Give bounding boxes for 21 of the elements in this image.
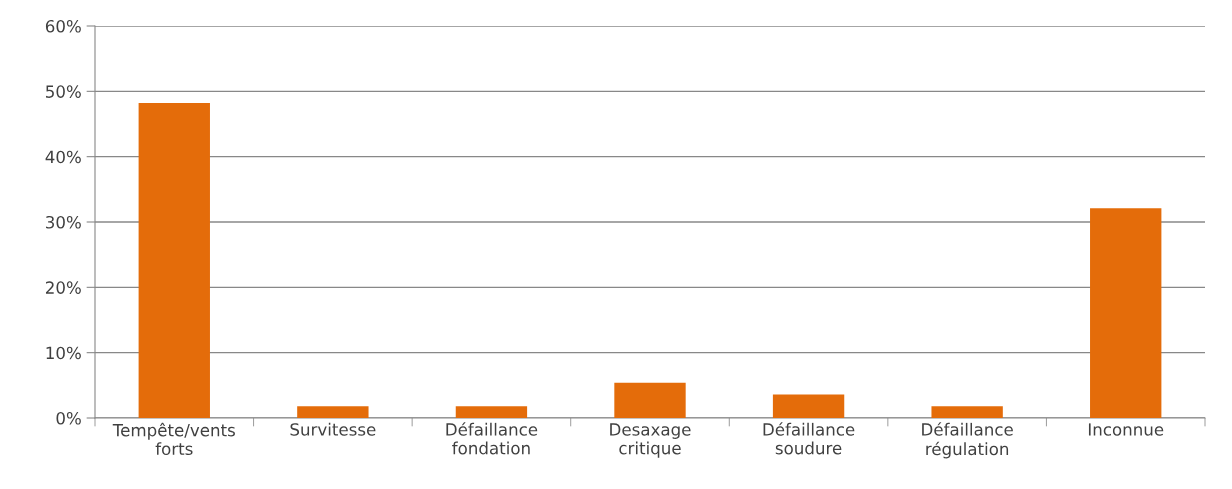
bar [455, 406, 528, 418]
bar [614, 382, 686, 418]
bar [297, 406, 369, 418]
y-tick-label: 40% [45, 150, 81, 164]
y-tick-label: 60% [45, 19, 81, 33]
x-tick-label: Survitesse [290, 422, 376, 436]
y-tick-label: 50% [46, 85, 81, 98]
x-tick-label: Inconnue [1088, 423, 1164, 436]
x-tick-label: Tempête/vents forts [112, 422, 235, 456]
y-tick-label: 10% [46, 346, 81, 360]
x-tick-label: Défaillance soudure [763, 422, 855, 455]
bar [1090, 208, 1162, 418]
bar [931, 406, 1003, 418]
bar [772, 394, 845, 418]
x-tick-label: Défaillance fondation [446, 422, 538, 455]
y-tick-label: 0% [56, 411, 81, 425]
y-tick-label: 30% [46, 215, 81, 229]
x-tick-label: Défaillance régulation [922, 422, 1013, 459]
bar [138, 103, 210, 418]
x-tick-label: Desaxage critique [610, 423, 691, 458]
y-tick-label: 20% [45, 281, 81, 294]
